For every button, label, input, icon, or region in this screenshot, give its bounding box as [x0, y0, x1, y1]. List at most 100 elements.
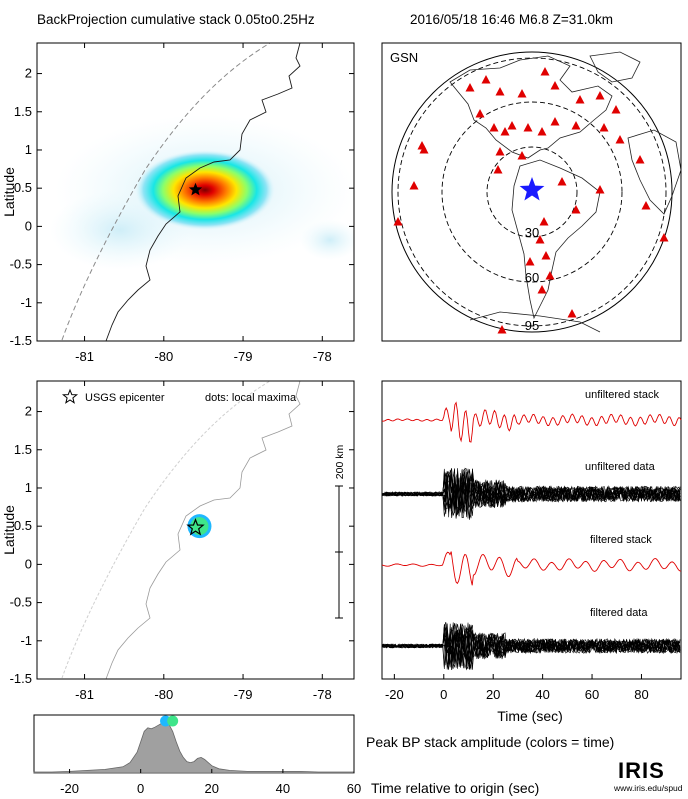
event-star	[519, 177, 545, 201]
map1-ylabel: Latitude	[1, 167, 17, 217]
station-marker	[517, 89, 527, 98]
stack-heat	[135, 150, 275, 230]
station-marker	[489, 123, 499, 132]
north-america-outline	[449, 55, 613, 159]
ring-label-30: 30	[525, 225, 539, 240]
station-marker	[571, 205, 581, 214]
x-tick-label: 20	[205, 781, 219, 796]
left-title: BackProjection cumulative stack 0.05to0.…	[37, 12, 315, 27]
map1-axes: -81 -80 -79 -78 2 1.5 1 0.5 0 -0.5 -1 -1.5	[10, 43, 354, 364]
y-tick-label: -1.5	[10, 671, 32, 686]
iris-logo: IRIS www.iris.edu/spud	[613, 758, 683, 793]
station-marker	[595, 185, 605, 194]
x-tick-label: 0	[440, 687, 447, 702]
map3-ylabel: Latitude	[1, 505, 17, 555]
station-marker	[475, 109, 485, 118]
coastline	[105, 43, 301, 341]
station-marker	[507, 121, 517, 130]
station-marker	[495, 87, 505, 96]
x-tick-label: -79	[234, 687, 253, 702]
amp-title: Peak BP stack amplitude (colors = time)	[366, 734, 614, 750]
iris-logo-text: IRIS	[618, 758, 665, 783]
station-marker	[635, 155, 645, 164]
station-marker	[537, 285, 547, 294]
station-marker	[493, 165, 503, 174]
amp-xlabel: Time relative to origin (sec)	[371, 780, 539, 796]
legend-star-icon	[61, 388, 79, 404]
station-marker	[541, 251, 551, 260]
map2-frame	[381, 42, 682, 342]
y-tick-label: 0	[25, 218, 32, 233]
stations	[393, 67, 669, 334]
traces-axis: -20 0 20 40 60 80	[385, 674, 649, 702]
trace-label-unfiltered-stack: unfiltered stack	[585, 389, 659, 401]
right-title: 2016/05/18 16:46 M6.8 Z=31.0km	[410, 12, 613, 27]
station-marker	[659, 233, 669, 242]
y-tick-label: 1.5	[14, 104, 32, 119]
trace-label-unfiltered-data: unfiltered data	[585, 461, 656, 473]
unfiltered-data-trace	[381, 472, 681, 519]
x-tick-label: 0	[137, 781, 144, 796]
station-marker	[465, 83, 475, 92]
y-tick-label: 1	[25, 142, 32, 157]
ring-60	[441, 101, 623, 283]
coastline-2	[105, 381, 301, 679]
y-tick-label: -1	[20, 295, 32, 310]
y-tick-label: -1	[20, 633, 32, 648]
cumulative-stack-panel: -81 -80 -79 -78 2 1.5 1 0.5 0 -0.5 -1 -1.5 Latitude	[1, 42, 355, 364]
x-tick-label: -79	[234, 349, 253, 364]
station-marker	[523, 123, 533, 132]
station-marker	[550, 117, 560, 126]
epicenter-star-outline	[186, 518, 205, 536]
y-tick-label: 0.5	[14, 180, 32, 195]
x-tick-label: -81	[75, 349, 94, 364]
amp-axis: -20 0 20 40 60	[60, 769, 361, 796]
station-marker	[611, 105, 621, 114]
station-marker	[540, 67, 550, 76]
station-marker	[575, 95, 585, 104]
x-tick-label: 60	[585, 687, 599, 702]
station-marker	[537, 127, 547, 136]
x-tick-label: 40	[276, 781, 290, 796]
unfiltered-data-trace	[381, 469, 681, 519]
x-tick-label: -78	[313, 349, 332, 364]
legend-epicenter: USGS epicenter	[85, 392, 165, 404]
x-tick-label: -81	[75, 687, 94, 702]
y-tick-label: -0.5	[10, 595, 32, 610]
x-tick-label: -80	[154, 349, 173, 364]
x-tick-label: 20	[486, 687, 500, 702]
x-tick-label: -78	[313, 687, 332, 702]
legend-dots: dots: local maxima	[205, 392, 297, 404]
trace-group	[381, 401, 682, 671]
unfiltered-stack-trace	[381, 401, 682, 443]
y-tick-label: -1.5	[10, 333, 32, 348]
stack-haze-south	[300, 220, 354, 260]
iris-url: www.iris.edu/spud	[613, 783, 683, 793]
trench-line-2	[61, 381, 271, 679]
station-marker	[539, 217, 549, 226]
ring-30	[486, 146, 578, 238]
scale-label: 200 km	[334, 445, 346, 480]
x-tick-label: -20	[385, 687, 404, 702]
station-marker	[545, 271, 555, 280]
y-tick-label: 2	[25, 404, 32, 419]
trace-label-filtered-data: filtered data	[590, 607, 648, 619]
y-tick-label: 1.5	[14, 442, 32, 457]
x-tick-label: -80	[154, 687, 173, 702]
station-marker	[517, 151, 527, 160]
peak-amplitude-area	[33, 721, 355, 774]
station-marker	[497, 325, 507, 334]
outer-ring	[391, 51, 673, 333]
station-marker	[571, 121, 581, 130]
trace-label-filtered-stack: filtered stack	[590, 534, 652, 546]
local-maxima-panel: -81 -80 -79 -78 2 1.5 1 0.5 0 -0.5 -1 -1.5 Latitude…	[1, 380, 355, 702]
station-marker	[599, 123, 609, 132]
y-tick-label: -0.5	[10, 257, 32, 272]
station-marker	[567, 309, 577, 318]
station-marker	[419, 145, 429, 154]
time-dot	[167, 715, 179, 727]
time-colored-dots	[160, 715, 179, 727]
station-marker	[393, 217, 403, 226]
station-marker	[500, 127, 510, 136]
station-map-panel: GSN 30 60 95	[381, 42, 682, 342]
